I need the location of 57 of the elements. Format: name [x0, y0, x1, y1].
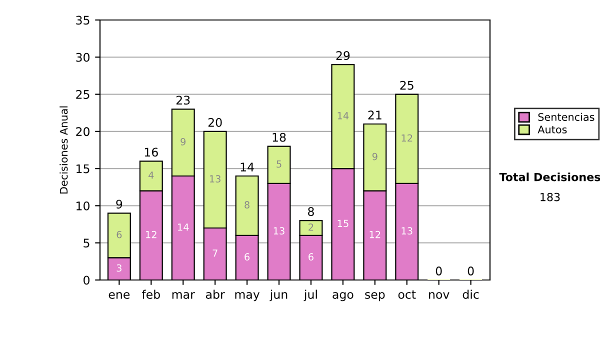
legend-label: Sentencias [538, 112, 594, 121]
data-label: 13 [210, 175, 220, 183]
x-tick-label: dic [462, 290, 479, 299]
y-tick-label: 30 [76, 52, 90, 62]
total-label: 14 [240, 162, 254, 172]
total-label: 25 [400, 80, 414, 90]
total-label: 16 [144, 148, 158, 157]
x-tick-label: feb [142, 290, 160, 299]
data-label: 5 [276, 160, 282, 168]
data-label: 9 [372, 152, 378, 160]
text: Total Decisiones [499, 172, 600, 182]
y-axis-title: Decisiones Anual [60, 106, 68, 194]
data-label: 2 [308, 223, 314, 231]
y-tick-label: 10 [76, 201, 90, 210]
data-label: 9 [180, 138, 186, 146]
total-label: 29 [336, 51, 350, 60]
x-tick-label: sep [365, 292, 385, 302]
data-label: 6 [116, 230, 122, 238]
y-tick-label: 20 [76, 127, 90, 136]
x-tick-label: jun [270, 290, 288, 302]
y-tick-label: 35 [76, 16, 90, 25]
data-label: 12 [370, 230, 380, 238]
x-tick-label: ago [332, 292, 354, 302]
x-tick-label: abr [206, 290, 225, 299]
y-tick-label: 25 [76, 90, 90, 99]
text: 183 [540, 192, 560, 202]
y-tick-label: 15 [76, 164, 90, 174]
total-label: 18 [272, 132, 286, 142]
total-label: 8 [308, 207, 314, 216]
total-label: 0 [468, 266, 474, 276]
data-label: 14 [178, 224, 189, 231]
data-label: 4 [148, 172, 154, 179]
total-label: 20 [208, 118, 222, 127]
y-tick-label: 0 [84, 276, 90, 285]
x-tick-label: oct [398, 290, 416, 299]
total-label: 9 [116, 200, 122, 209]
data-label: 13 [274, 227, 284, 235]
data-label: 15 [338, 220, 348, 228]
data-label: 8 [244, 201, 250, 209]
data-label: 13 [402, 227, 412, 235]
data-label: 7 [212, 250, 218, 257]
x-tick-label: may [235, 292, 260, 302]
total-label: 21 [368, 110, 382, 120]
y-tick-label: 5 [84, 238, 90, 248]
data-label: 3 [116, 264, 122, 272]
legend-label: Autos [538, 126, 567, 134]
x-tick-label: nov [429, 292, 450, 299]
data-label: 14 [338, 112, 349, 120]
data-label: 12 [146, 230, 156, 238]
data-label: 6 [308, 253, 314, 261]
x-tick-label: mar [172, 292, 195, 299]
total-label: 0 [436, 266, 442, 276]
x-tick-label: ene [108, 292, 130, 299]
total-label: 23 [176, 96, 190, 105]
data-label: 12 [402, 134, 412, 142]
data-label: 6 [244, 253, 250, 261]
x-tick-label: jul [304, 290, 317, 302]
